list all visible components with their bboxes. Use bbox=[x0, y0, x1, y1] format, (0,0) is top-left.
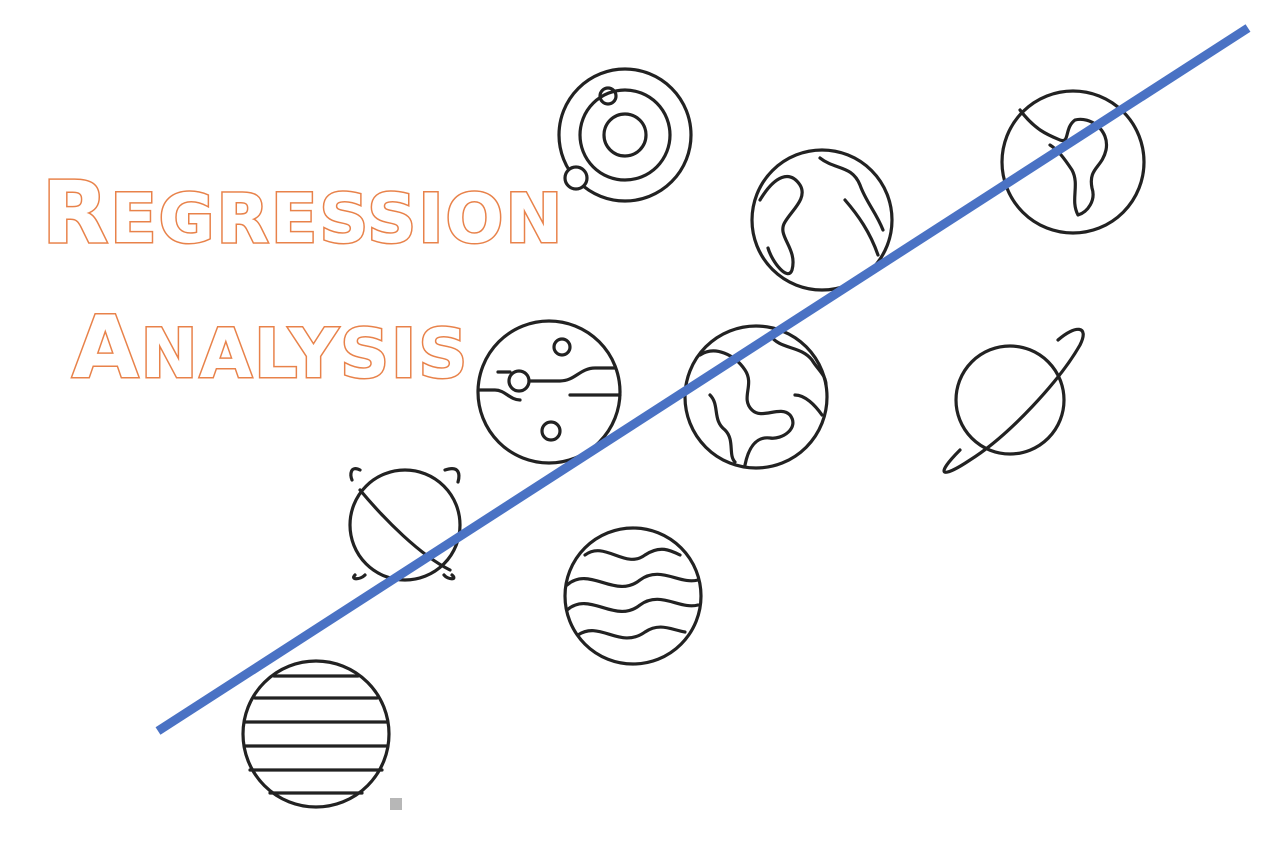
orbit-planet-icon bbox=[348, 467, 462, 582]
striped-planet-icon bbox=[241, 659, 391, 809]
earth-globe-icon bbox=[750, 148, 894, 292]
circuit-planet-icon bbox=[476, 319, 622, 465]
title-initial: R bbox=[40, 163, 111, 263]
title-regression: REGRESSION bbox=[40, 169, 565, 259]
earth-globe-icon bbox=[683, 324, 829, 470]
wavy-planet-icon bbox=[563, 526, 703, 666]
title-initial: A bbox=[71, 298, 141, 398]
earth-globe-icon bbox=[1000, 89, 1146, 235]
solar-system-icon bbox=[557, 67, 693, 203]
resize-handle[interactable] bbox=[390, 798, 402, 810]
title-rest: EGRESSION bbox=[109, 180, 565, 259]
ringed-planet-icon bbox=[942, 327, 1085, 474]
title-rest: NALYSIS bbox=[139, 315, 470, 394]
title-analysis: ANALYSIS bbox=[71, 304, 470, 394]
regression-line bbox=[155, 24, 1251, 735]
